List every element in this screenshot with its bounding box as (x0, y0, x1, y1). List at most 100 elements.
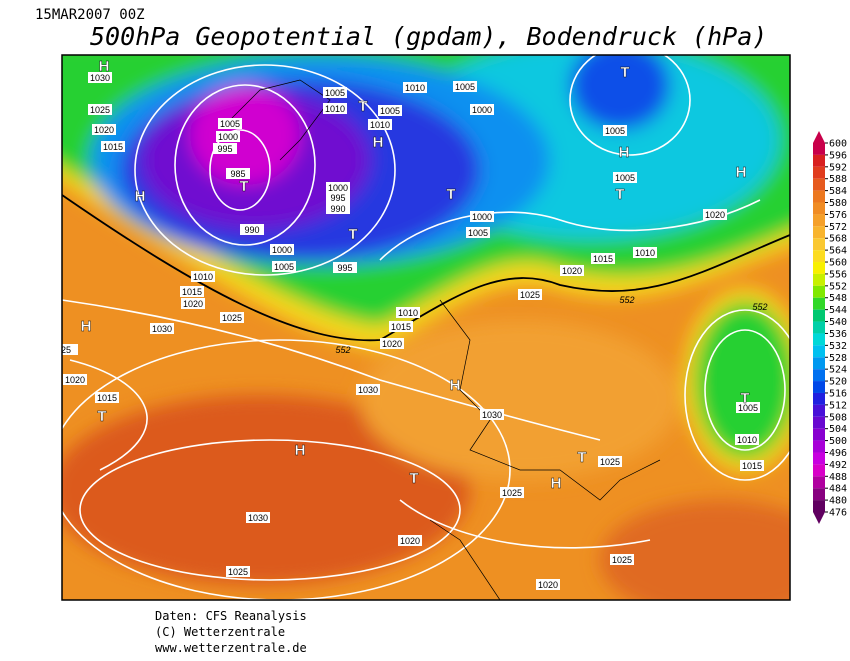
colorbar-swatch (813, 238, 825, 251)
colorbar-swatch (813, 178, 825, 191)
pressure-label: 1010 (398, 308, 418, 318)
pressure-label: 1010 (405, 83, 425, 93)
pressure-label: 1005 (325, 88, 345, 98)
pressure-label: 1015 (182, 287, 202, 297)
pressure-label: 1020 (538, 580, 558, 590)
pressure-label: 1000 (472, 212, 492, 222)
pressure-label: 1030 (358, 385, 378, 395)
pressure-label: 1000 (272, 245, 292, 255)
pressure-label: 1025 (228, 567, 248, 577)
label-box (226, 168, 250, 179)
colorbar-swatch (813, 392, 825, 405)
pressure-label: 1000 (218, 132, 238, 142)
pressure-center: H (373, 134, 384, 151)
colorbar-swatch (813, 345, 825, 358)
pressure-label: 1025 (502, 488, 522, 498)
colorbar-label: 496 (829, 448, 847, 459)
colorbar-swatch (813, 404, 825, 417)
height-label: 552 (619, 295, 634, 305)
colorbar-swatch (813, 154, 825, 167)
colorbar-swatch (813, 214, 825, 227)
pressure-label: 1025 (612, 555, 632, 565)
pressure-label: 1005 (738, 403, 758, 413)
pressure-center: T (620, 64, 629, 81)
pressure-label: 25 (61, 345, 71, 355)
label-box (216, 131, 240, 142)
label-box (356, 384, 380, 395)
pressure-label: 1005 (380, 106, 400, 116)
pressure-center: T (409, 470, 418, 487)
colorbar-label: 504 (829, 424, 847, 435)
label-box (88, 72, 112, 83)
label-box (633, 247, 657, 258)
pressure-label: 990 (244, 225, 259, 235)
label-box (213, 143, 237, 154)
pressure-center: H (99, 58, 110, 75)
colorbar-swatch (813, 309, 825, 322)
label-box (736, 402, 760, 413)
height-label: 552 (335, 345, 350, 355)
pressure-label: 1005 (455, 82, 475, 92)
pressure-center: H (450, 377, 461, 394)
colorbar-label: 600 (829, 139, 847, 150)
pressure-label: 990 (330, 204, 345, 214)
map-frame (61, 54, 791, 601)
map: 1030102510201015100510009959859901000100… (61, 55, 790, 600)
pressure-center: H (736, 164, 747, 181)
label-box (240, 224, 264, 235)
colorbar-label: 500 (829, 436, 847, 447)
colorbar-swatch (813, 476, 825, 489)
height-label: 552 (752, 302, 767, 312)
colorbar-label: 512 (829, 400, 847, 411)
pressure-center: H (81, 318, 92, 335)
colorbar-label: 488 (829, 472, 847, 483)
label-box (470, 211, 494, 222)
colorbar-swatch (813, 452, 825, 465)
pressure-center: T (446, 186, 455, 203)
colorbar-swatch (813, 273, 825, 286)
label-box (272, 261, 296, 272)
colorbar-swatch (813, 428, 825, 441)
pressure-label: 1010 (370, 120, 390, 130)
label-box (63, 374, 87, 385)
label-box (326, 203, 350, 214)
pressure-center: H (551, 475, 562, 492)
label-box (181, 298, 205, 309)
label-box (380, 338, 404, 349)
pressure-center: H (135, 188, 146, 205)
pressure-label: 1005 (220, 119, 240, 129)
colorbar-label: 492 (829, 460, 847, 471)
pressure-label: 1010 (325, 104, 345, 114)
pressure-label: 1005 (468, 228, 488, 238)
source: Daten: CFS Reanalysis (155, 609, 307, 623)
colorbar-swatch (813, 297, 825, 310)
colorbar-label: 508 (829, 412, 847, 423)
label-box (323, 103, 347, 114)
colorbar-label: 564 (829, 246, 847, 257)
colorbar-label: 524 (829, 365, 847, 376)
copyright: (C) Wetterzentrale (155, 625, 285, 639)
label-box (398, 535, 422, 546)
label-box (333, 262, 357, 273)
label-box (603, 125, 627, 136)
colorbar-label: 584 (829, 186, 847, 197)
label-box (735, 434, 759, 445)
colorbar-label: 548 (829, 293, 847, 304)
colorbar-label: 540 (829, 317, 847, 328)
pressure-label: 1005 (605, 126, 625, 136)
colorbar-label: 568 (829, 234, 847, 245)
pressure-label: 995 (330, 193, 345, 203)
colorbar-swatch (813, 416, 825, 429)
pressure-center: T (577, 449, 586, 466)
label-box (591, 253, 615, 264)
pressure-label: 1000 (472, 105, 492, 115)
label-box (500, 487, 524, 498)
pressure-label: 1025 (600, 457, 620, 467)
label-box (703, 209, 727, 220)
colorbar-label: 532 (829, 341, 847, 352)
label-box (101, 141, 125, 152)
pressure-label: 1020 (400, 536, 420, 546)
label-box (480, 409, 504, 420)
colorbar-swatch (813, 285, 825, 298)
colorbar-swatch (813, 250, 825, 263)
